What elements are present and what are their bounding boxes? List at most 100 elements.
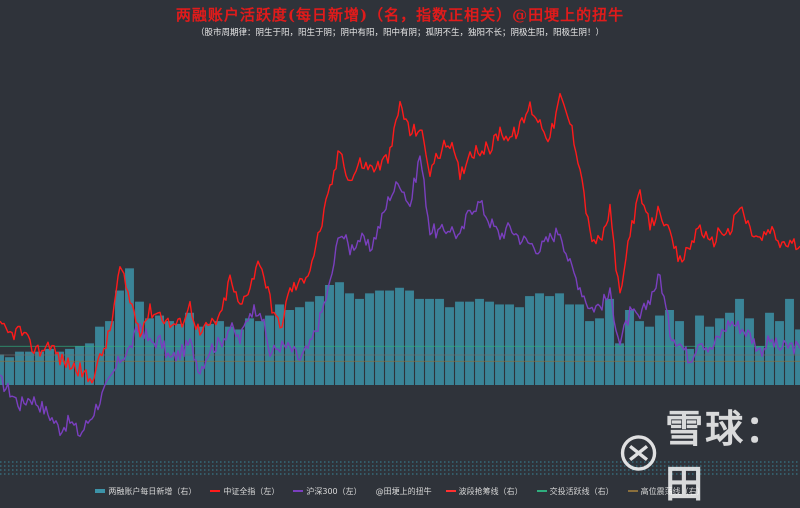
bar (85, 343, 94, 385)
plot-background (0, 45, 800, 470)
bar (345, 293, 354, 385)
legend-swatch-active-line (536, 490, 547, 492)
snowball-logo-icon (620, 435, 657, 471)
legend-item-high-line: 高位震荡线（右） (627, 486, 705, 497)
bar (395, 287, 404, 385)
bar (385, 290, 394, 385)
legend-item-bars: 两融账户每日新增（右） (95, 486, 196, 497)
legend-label-bars: 两融账户每日新增（右） (108, 486, 197, 496)
bar (455, 301, 464, 385)
bar (415, 298, 424, 385)
baseline-band (0, 461, 800, 475)
bar (425, 298, 434, 385)
chart-subtitle: （股市周期律：阴生于阳，阳生于阴；阴中有阳，阳中有阴；孤阴不生，独阳不长；阴极生… (195, 28, 604, 38)
bar (315, 296, 324, 385)
legend-item-active-line: 交投活跃线（右） (536, 486, 614, 497)
bar (595, 318, 604, 385)
bar (225, 326, 234, 385)
legend-label-author: @田埂上的扭牛 (375, 486, 432, 496)
bar (5, 357, 14, 385)
bar (355, 298, 364, 385)
bar (255, 321, 264, 385)
series-line-hs300 (0, 155, 800, 437)
bar (645, 326, 654, 385)
bar (245, 318, 254, 385)
legend-label-band-line: 波段抢筹线（右） (458, 486, 523, 496)
legend-swatch-high-line (627, 490, 638, 492)
bar (115, 290, 124, 385)
series-line-csi-all (0, 92, 800, 384)
bar (745, 318, 754, 385)
bar (535, 293, 544, 385)
bar (435, 298, 444, 385)
bar (125, 268, 134, 385)
bar (405, 290, 414, 385)
bar (265, 315, 274, 385)
bar (55, 351, 64, 385)
bar (505, 304, 514, 385)
bar (655, 315, 664, 385)
bar (195, 326, 204, 385)
bar (715, 318, 724, 385)
bar (325, 285, 334, 385)
bar (185, 312, 194, 385)
watermark-text: 雪球：田 (665, 407, 786, 506)
legend-swatch-hs300 (293, 490, 304, 492)
bar (375, 290, 384, 385)
bar (675, 321, 684, 385)
bar (755, 346, 764, 385)
legend-item-band-line: 波段抢筹线（右） (445, 486, 523, 497)
bar (475, 298, 484, 385)
bar (105, 321, 114, 385)
bar (685, 348, 694, 385)
legend-swatch-bars (95, 489, 106, 493)
chart-title: 两融账户活跃度(每日新增)（名，指数正相关）@田埂上的扭牛 (175, 6, 625, 24)
legend-item-hs300: 沪深300（左） (293, 486, 362, 497)
watermark: 雪球：田 (620, 407, 800, 506)
legend-swatch-band-line (445, 490, 456, 492)
legend: 两融账户每日新增（右） 中证全指（左） 沪深300（左） @田埂上的扭牛 波段抢… (0, 484, 800, 498)
legend-swatch-csi-all (210, 490, 221, 492)
bar (285, 310, 294, 385)
bar (0, 354, 4, 385)
bar (695, 315, 704, 385)
bar (495, 304, 504, 385)
bar (145, 318, 154, 385)
bar (45, 348, 54, 385)
bar (565, 304, 574, 385)
bar (165, 321, 174, 385)
bar (635, 321, 644, 385)
bar (725, 312, 734, 385)
bar (35, 351, 44, 385)
bar (275, 304, 284, 385)
bar (485, 301, 494, 385)
bar (625, 310, 634, 385)
bar (215, 321, 224, 385)
bar (585, 321, 594, 385)
legend-item-csi-all: 中证全指（左） (210, 486, 279, 497)
bar (765, 312, 774, 385)
bar (335, 282, 344, 385)
bar (465, 301, 474, 385)
legend-label-hs300: 沪深300（左） (306, 486, 362, 496)
bar (365, 293, 374, 385)
bar (545, 296, 554, 385)
bar (785, 298, 794, 385)
bar (705, 326, 714, 385)
legend-label-active-line: 交投活跃线（右） (549, 486, 614, 496)
bar (15, 351, 24, 385)
bar (235, 329, 244, 385)
bar (605, 298, 614, 385)
bar (775, 321, 784, 385)
bar (525, 296, 534, 385)
bar (665, 310, 674, 385)
bar (795, 329, 800, 385)
legend-label-high-line: 高位震荡线（右） (640, 486, 705, 496)
bar (25, 351, 34, 385)
bar (735, 298, 744, 385)
legend-label-csi-all: 中证全指（左） (223, 486, 280, 496)
bar (615, 343, 624, 385)
bar (555, 293, 564, 385)
